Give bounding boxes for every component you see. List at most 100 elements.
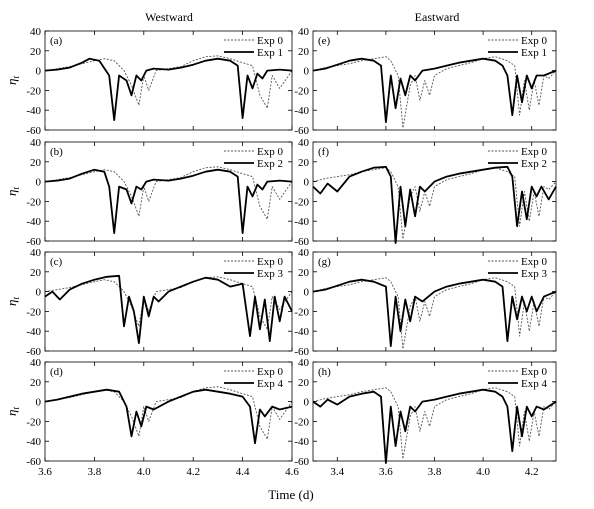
y-tick-label: 40 [298, 247, 310, 259]
series-line-exp-4 [312, 388, 557, 464]
column-title-westward: Westward [145, 10, 193, 24]
y-tick-label: 20 [298, 157, 310, 169]
y-tick-label: 20 [30, 46, 42, 58]
y-tick-label: -40 [26, 326, 41, 338]
plot-frame [44, 361, 293, 462]
y-axis-label: ηt [4, 187, 21, 196]
x-tick-label: 3.6 [38, 466, 52, 478]
legend-label: Exp 2 [257, 158, 283, 170]
panel-label: (c) [50, 256, 63, 268]
legend-label: Exp 1 [257, 47, 283, 59]
panel-d: 40 20 0 -20 -40 -603.6 3.8 4.0 4.2 4.4 4.6 (d) Exp 0… [4, 357, 299, 478]
legend-label: Exp 0 [257, 366, 283, 378]
legend-label: Exp 3 [521, 268, 547, 280]
y-tick-label: 40 [30, 247, 42, 259]
panel-label: (f) [318, 146, 329, 158]
panel-label: (d) [50, 366, 63, 378]
plot-frame [44, 30, 293, 131]
panel-label: (e) [318, 35, 331, 47]
y-tick-label: 0 [304, 66, 310, 78]
legend-label: Exp 0 [521, 256, 547, 268]
x-tick-label: 4.0 [137, 466, 151, 478]
y-tick-label: 40 [30, 357, 42, 369]
x-tick-label: 4.2 [525, 466, 539, 478]
series-line-exp-1 [312, 57, 557, 123]
y-tick-label: -60 [294, 456, 309, 468]
legend-label: Exp 0 [257, 146, 283, 158]
x-axis-label: Time (d) [268, 487, 313, 502]
plot-frame [44, 141, 293, 242]
y-tick-label: -20 [26, 306, 41, 318]
panel-label: (g) [318, 256, 331, 268]
legend-label: Exp 2 [521, 158, 547, 170]
y-axis-label-subscript: t [11, 187, 21, 190]
series-line-exp-2 [312, 165, 557, 244]
y-tick-label: 20 [298, 46, 310, 58]
x-tick-label: 3.6 [379, 466, 393, 478]
series-line-exp-0 [44, 386, 293, 440]
y-tick-label: -20 [294, 85, 309, 97]
y-axis-label: ηt [4, 76, 21, 85]
y-tick-label: -60 [26, 346, 41, 358]
y-tick-label: 0 [304, 397, 310, 409]
legend-label: Exp 1 [521, 47, 547, 59]
y-tick-label: 20 [30, 157, 42, 169]
x-tick-label: 3.8 [428, 466, 442, 478]
series-line-exp-0 [312, 277, 557, 350]
y-axis-label-subscript: t [11, 76, 21, 79]
y-tick-label: 20 [30, 377, 42, 389]
legend-label: Exp 4 [521, 378, 547, 390]
legend-label: Exp 0 [521, 366, 547, 378]
y-tick-label: 40 [298, 357, 310, 369]
legend-label: Exp 0 [521, 146, 547, 158]
y-tick-label: 0 [304, 177, 310, 189]
x-tick-label: 4.6 [285, 466, 299, 478]
plot-frame [44, 251, 293, 352]
series-line-exp-2 [44, 168, 293, 234]
legend-label: Exp 0 [521, 35, 547, 47]
x-tick-label: 4.0 [476, 466, 490, 478]
y-tick-label: 40 [298, 26, 310, 38]
y-axis-label: ηt [4, 297, 21, 306]
y-tick-label: 20 [30, 267, 42, 279]
y-tick-label: -40 [294, 105, 309, 117]
panel-label: (a) [50, 35, 63, 47]
y-tick-label: 0 [36, 397, 42, 409]
legend-label: Exp 0 [257, 256, 283, 268]
y-tick-label: 40 [30, 137, 42, 149]
y-tick-label: -20 [26, 416, 41, 428]
y-axis-label-subscript: t [11, 407, 21, 410]
y-tick-label: -60 [294, 125, 309, 137]
x-tick-label: 3.4 [330, 466, 344, 478]
series-line-exp-3 [312, 278, 557, 347]
y-tick-label: 40 [298, 137, 310, 149]
y-tick-label: -60 [26, 456, 41, 468]
y-tick-label: -40 [294, 436, 309, 448]
y-tick-label: -20 [26, 196, 41, 208]
y-tick-label: 20 [298, 377, 310, 389]
series-line-exp-1 [44, 57, 293, 121]
y-tick-label: 0 [304, 287, 310, 299]
y-tick-label: 20 [298, 267, 310, 279]
y-tick-label: -60 [26, 236, 41, 248]
y-tick-label: -60 [294, 236, 309, 248]
series-line-exp-3 [44, 274, 293, 344]
y-tick-label: -60 [26, 125, 41, 137]
y-tick-label: -40 [294, 326, 309, 338]
y-tick-label: 0 [36, 287, 42, 299]
y-tick-label: -40 [26, 216, 41, 228]
series-line-exp-4 [44, 388, 293, 445]
series-line-exp-0 [312, 167, 557, 240]
y-tick-label: -60 [294, 346, 309, 358]
y-tick-label: -20 [26, 85, 41, 97]
x-tick-label: 4.2 [186, 466, 200, 478]
y-tick-label: 40 [30, 26, 42, 38]
series-line-exp-0 [44, 166, 293, 220]
